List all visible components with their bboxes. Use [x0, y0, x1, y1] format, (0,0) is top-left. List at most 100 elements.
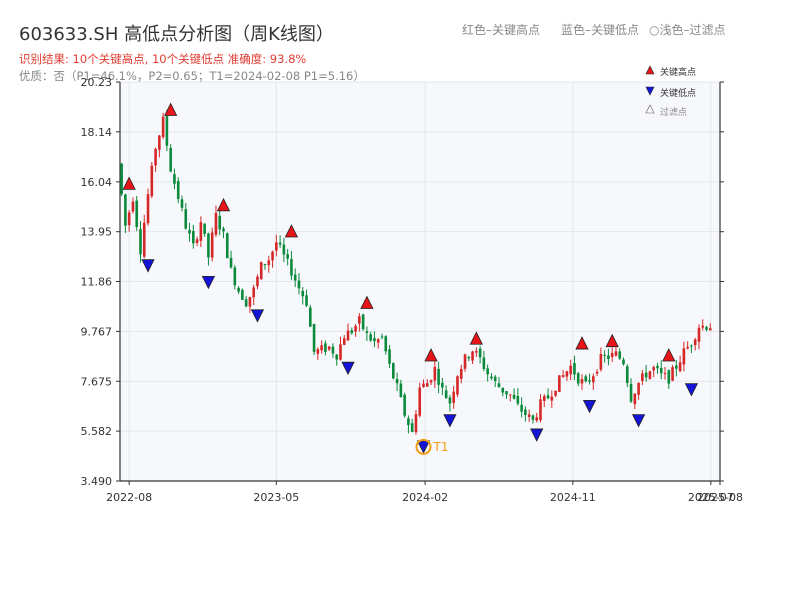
candle-body: [456, 376, 459, 395]
candle-body: [320, 345, 323, 351]
candle-body: [278, 242, 282, 245]
candle-body: [199, 222, 203, 241]
candle-body: [429, 380, 433, 383]
key-low-marker: [582, 399, 597, 414]
candle-body: [384, 336, 388, 352]
candle-body: [622, 359, 625, 365]
key-low-marker: [141, 259, 155, 273]
candle-body: [505, 391, 508, 395]
candle-body: [588, 380, 591, 382]
candle-body: [471, 351, 474, 361]
candle-body: [663, 373, 667, 375]
candle-body: [158, 135, 161, 150]
candle-body: [124, 194, 127, 226]
candle-body: [697, 327, 701, 342]
key-high-marker: [575, 336, 589, 350]
candle-body: [410, 423, 414, 432]
candle-body: [214, 213, 218, 235]
candle-body: [690, 345, 693, 347]
candle-body: [569, 365, 572, 375]
candle-body: [475, 351, 478, 353]
key-high-marker: [662, 348, 676, 362]
candle-body: [142, 222, 146, 257]
candle-body: [493, 376, 497, 381]
candle-body: [297, 280, 301, 289]
candle-body: [414, 414, 418, 433]
candle-body: [267, 260, 271, 266]
candle-body: [482, 357, 486, 370]
candle-body: [659, 367, 663, 374]
candle-body: [407, 418, 410, 426]
candle-body: [527, 414, 531, 417]
candle-body: [573, 362, 576, 375]
y-tick-label: 7.675: [81, 375, 113, 388]
candle-body: [448, 397, 452, 404]
legend-blue-text: 蓝色–关键低点: [561, 23, 640, 37]
candle-body: [233, 267, 237, 286]
circle-icon: ○: [649, 23, 660, 37]
candle-body: [203, 223, 206, 234]
candle-body: [301, 290, 305, 297]
legend-high-icon: [645, 65, 655, 75]
candle-body: [331, 346, 335, 354]
candle-body: [225, 233, 229, 259]
candle-body: [184, 209, 188, 229]
candle-body: [241, 289, 244, 300]
candle-body: [327, 346, 331, 350]
candle-body: [365, 331, 369, 333]
candle-body: [444, 390, 448, 399]
y-tick-label: 3.490: [81, 475, 113, 488]
candle-body: [637, 382, 640, 395]
legend-low-icon: [645, 86, 655, 96]
candle-body: [256, 276, 259, 287]
candle-body: [252, 287, 255, 298]
candle-body: [154, 148, 157, 166]
candle-body: [237, 287, 240, 292]
t1-label: T1: [433, 440, 449, 454]
candle-body: [524, 409, 527, 415]
candle-body: [150, 165, 154, 197]
x-tick-label: 2024-11: [550, 491, 596, 504]
key-low-marker: [201, 275, 216, 290]
candle-body: [531, 415, 535, 420]
candle-body: [633, 393, 637, 405]
key-high-marker: [424, 348, 438, 362]
y-tick-label: 13.95: [81, 226, 113, 239]
candle-body: [610, 352, 614, 358]
candle-body: [497, 383, 501, 388]
chart-title: 603633.SH 高低点分析图（周K线图）: [19, 24, 334, 45]
candle-body: [648, 371, 652, 379]
candle-body: [671, 367, 674, 381]
candle-body: [342, 338, 346, 345]
candle-body: [675, 365, 678, 369]
candle-body: [652, 367, 655, 371]
candle-body: [286, 254, 289, 259]
candle-body: [693, 339, 697, 346]
candle-body: [478, 348, 482, 358]
quality-summary: 优质：否（P1=46.1%，P2=0.65；T1=2024-02-08 P1=5…: [19, 69, 365, 83]
t1-marker-circle: [415, 438, 432, 455]
key-high-marker: [605, 333, 619, 348]
candle-body: [558, 375, 561, 392]
candle-body: [188, 229, 191, 234]
candle-body: [554, 390, 557, 396]
key-low-marker: [443, 414, 457, 428]
candle-body: [550, 396, 554, 401]
result-summary: 识别结果: 10个关键高点, 10个关键低点 准确度: 93.8%: [19, 52, 307, 66]
candle-body: [486, 368, 489, 375]
candle-body: [210, 232, 214, 258]
candle-body: [705, 326, 708, 330]
candle-body: [369, 334, 372, 341]
candle-body: [354, 325, 357, 332]
candle-body: [403, 394, 406, 416]
key-low-marker: [684, 383, 699, 397]
key-high-marker: [216, 197, 231, 212]
key-low-marker: [250, 309, 265, 323]
legend-red-text: 红色–关键高点: [462, 23, 541, 37]
candle-body: [165, 116, 169, 146]
candle-body: [463, 354, 467, 369]
candle-body: [395, 379, 399, 384]
candle-body: [222, 228, 225, 232]
candle-body: [603, 354, 606, 356]
